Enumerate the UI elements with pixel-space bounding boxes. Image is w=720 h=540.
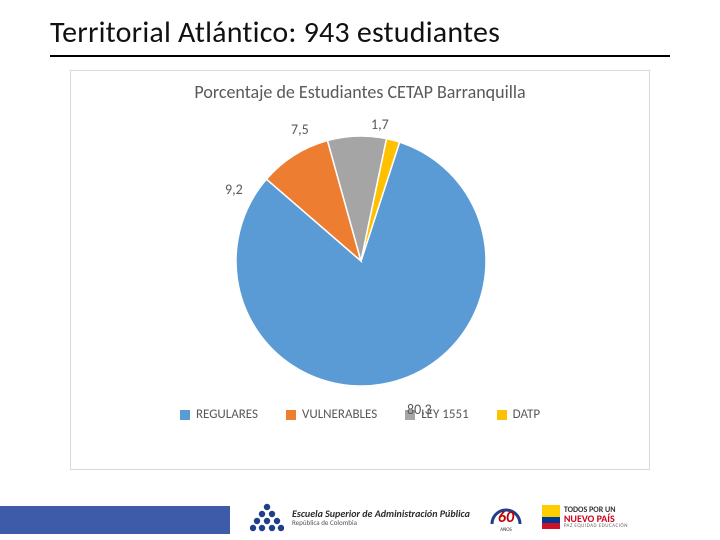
esap-icon [250, 502, 284, 532]
slide: Territorial Atlántico: 943 estudiantes P… [0, 0, 720, 540]
svg-text:60: 60 [498, 508, 515, 527]
footer-logos: Escuela Superior de Administración Públi… [250, 500, 628, 534]
legend-item-vulnerables: VULNERABLES [286, 407, 377, 422]
svg-text:AÑOS: AÑOS [500, 526, 512, 533]
legend-swatch [497, 410, 507, 420]
esap-text: Escuela Superior de Administración Públi… [292, 508, 470, 527]
legend-item-datp: DATP [497, 407, 540, 422]
legend-item-regulares: REGULARES [180, 407, 258, 422]
colombia-flag-icon [542, 505, 560, 529]
esap-line1: Escuela Superior de Administración Públi… [292, 508, 470, 519]
nuevopais-line2: NUEVO PAÍS [564, 514, 628, 524]
esap-logo: Escuela Superior de Administración Públi… [250, 502, 470, 532]
sixty-logo: 60AÑOS [486, 500, 526, 534]
pie-label-regulares: 80,3 [407, 401, 432, 418]
legend-swatch [180, 410, 190, 420]
pie-chart: 80,39,27,51,7 [71, 103, 649, 403]
nuevopais-line3: PAZ EQUIDAD EDUCACIÓN [564, 524, 628, 529]
pie-label-vulnerables: 9,2 [225, 181, 243, 198]
chart-legend: REGULARESVULNERABLESLEY 1551DATP [71, 407, 649, 422]
legend-swatch [286, 410, 296, 420]
legend-label: VULNERABLES [302, 407, 377, 422]
pie-label-datp: 1,7 [371, 116, 389, 133]
pie-svg [71, 103, 651, 403]
footer-bar [0, 506, 230, 534]
pie-label-ley-1551: 7,5 [291, 121, 309, 138]
legend-label: REGULARES [196, 407, 258, 422]
page-title: Territorial Atlántico: 943 estudiantes [50, 14, 670, 57]
nuevopais-logo: TODOS POR UN NUEVO PAÍS PAZ EQUIDAD EDUC… [542, 505, 628, 529]
footer: Escuela Superior de Administración Públi… [0, 486, 720, 534]
nuevopais-text: TODOS POR UN NUEVO PAÍS PAZ EQUIDAD EDUC… [564, 506, 628, 529]
chart-title: Porcentaje de Estudiantes CETAP Barranqu… [71, 81, 649, 103]
chart-container: Porcentaje de Estudiantes CETAP Barranqu… [70, 70, 650, 470]
legend-label: DATP [513, 407, 540, 422]
esap-line2: República de Colombia [292, 519, 470, 527]
